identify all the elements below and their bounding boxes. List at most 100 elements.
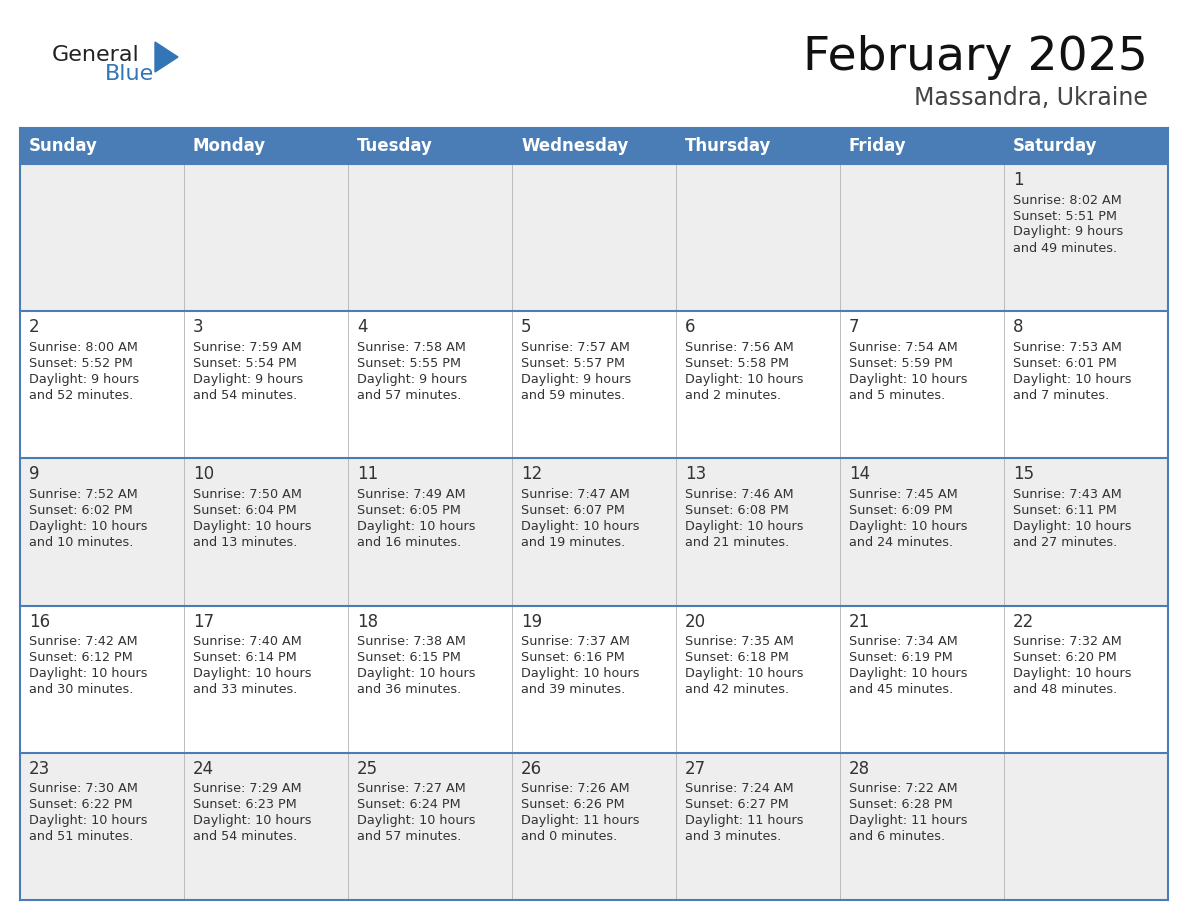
Text: Sunrise: 7:52 AM: Sunrise: 7:52 AM bbox=[29, 487, 138, 501]
Text: Sunset: 6:12 PM: Sunset: 6:12 PM bbox=[29, 651, 133, 664]
Text: Sunrise: 7:59 AM: Sunrise: 7:59 AM bbox=[192, 341, 302, 353]
Text: Friday: Friday bbox=[849, 137, 906, 155]
Text: 3: 3 bbox=[192, 319, 203, 336]
Text: Sunrise: 7:30 AM: Sunrise: 7:30 AM bbox=[29, 782, 138, 795]
Text: Sunrise: 7:58 AM: Sunrise: 7:58 AM bbox=[358, 341, 466, 353]
Text: Daylight: 10 hours: Daylight: 10 hours bbox=[685, 520, 803, 533]
Text: Daylight: 10 hours: Daylight: 10 hours bbox=[685, 667, 803, 680]
Text: 6: 6 bbox=[685, 319, 695, 336]
Text: Sunrise: 7:46 AM: Sunrise: 7:46 AM bbox=[685, 487, 794, 501]
Text: Sunrise: 7:43 AM: Sunrise: 7:43 AM bbox=[1013, 487, 1121, 501]
Bar bbox=[20, 128, 184, 164]
Text: Sunset: 6:28 PM: Sunset: 6:28 PM bbox=[849, 799, 953, 812]
Text: Sunset: 6:11 PM: Sunset: 6:11 PM bbox=[1013, 504, 1117, 517]
Text: Daylight: 10 hours: Daylight: 10 hours bbox=[522, 667, 639, 680]
Text: Sunset: 6:08 PM: Sunset: 6:08 PM bbox=[685, 504, 789, 517]
Text: Sunrise: 8:02 AM: Sunrise: 8:02 AM bbox=[1013, 194, 1121, 207]
Text: 27: 27 bbox=[685, 760, 706, 778]
Text: Daylight: 11 hours: Daylight: 11 hours bbox=[685, 814, 803, 827]
Text: Sunset: 5:58 PM: Sunset: 5:58 PM bbox=[685, 357, 789, 370]
Text: and 30 minutes.: and 30 minutes. bbox=[29, 683, 133, 696]
Bar bbox=[20, 606, 1168, 753]
Text: and 33 minutes.: and 33 minutes. bbox=[192, 683, 297, 696]
Text: Daylight: 10 hours: Daylight: 10 hours bbox=[849, 373, 967, 386]
Text: Sunset: 6:04 PM: Sunset: 6:04 PM bbox=[192, 504, 297, 517]
Text: Sunrise: 8:00 AM: Sunrise: 8:00 AM bbox=[29, 341, 138, 353]
Bar bbox=[184, 128, 348, 164]
Text: Sunset: 6:26 PM: Sunset: 6:26 PM bbox=[522, 799, 625, 812]
Text: 13: 13 bbox=[685, 465, 706, 484]
Polygon shape bbox=[154, 42, 178, 72]
Text: Sunrise: 7:40 AM: Sunrise: 7:40 AM bbox=[192, 635, 302, 648]
Text: Daylight: 10 hours: Daylight: 10 hours bbox=[685, 373, 803, 386]
Text: 18: 18 bbox=[358, 612, 378, 631]
Text: and 59 minutes.: and 59 minutes. bbox=[522, 388, 625, 402]
Text: 19: 19 bbox=[522, 612, 542, 631]
Bar bbox=[20, 753, 1168, 900]
Bar bbox=[1004, 128, 1168, 164]
Text: Sunset: 6:02 PM: Sunset: 6:02 PM bbox=[29, 504, 133, 517]
Text: Daylight: 10 hours: Daylight: 10 hours bbox=[29, 667, 147, 680]
Text: Sunset: 5:51 PM: Sunset: 5:51 PM bbox=[1013, 209, 1117, 222]
Text: Daylight: 9 hours: Daylight: 9 hours bbox=[522, 373, 631, 386]
Text: 9: 9 bbox=[29, 465, 39, 484]
Text: February 2025: February 2025 bbox=[803, 36, 1148, 81]
Text: 11: 11 bbox=[358, 465, 378, 484]
Text: Daylight: 9 hours: Daylight: 9 hours bbox=[1013, 226, 1123, 239]
Text: Massandra, Ukraine: Massandra, Ukraine bbox=[914, 86, 1148, 110]
Text: and 21 minutes.: and 21 minutes. bbox=[685, 536, 789, 549]
Text: Sunrise: 7:27 AM: Sunrise: 7:27 AM bbox=[358, 782, 466, 795]
Text: Daylight: 10 hours: Daylight: 10 hours bbox=[358, 520, 475, 533]
Text: 4: 4 bbox=[358, 319, 367, 336]
Text: and 3 minutes.: and 3 minutes. bbox=[685, 830, 782, 844]
Text: Sunset: 5:54 PM: Sunset: 5:54 PM bbox=[192, 357, 297, 370]
Text: Daylight: 10 hours: Daylight: 10 hours bbox=[849, 667, 967, 680]
Text: and 54 minutes.: and 54 minutes. bbox=[192, 388, 297, 402]
Text: Daylight: 10 hours: Daylight: 10 hours bbox=[358, 814, 475, 827]
Text: Sunset: 5:59 PM: Sunset: 5:59 PM bbox=[849, 357, 953, 370]
Text: 28: 28 bbox=[849, 760, 870, 778]
Text: Daylight: 11 hours: Daylight: 11 hours bbox=[849, 814, 967, 827]
Text: Sunset: 5:52 PM: Sunset: 5:52 PM bbox=[29, 357, 133, 370]
Text: Tuesday: Tuesday bbox=[358, 137, 432, 155]
Text: 17: 17 bbox=[192, 612, 214, 631]
Text: Sunrise: 7:53 AM: Sunrise: 7:53 AM bbox=[1013, 341, 1121, 353]
Text: 5: 5 bbox=[522, 319, 531, 336]
Text: and 10 minutes.: and 10 minutes. bbox=[29, 536, 133, 549]
Text: Sunset: 6:27 PM: Sunset: 6:27 PM bbox=[685, 799, 789, 812]
Text: Sunrise: 7:29 AM: Sunrise: 7:29 AM bbox=[192, 782, 302, 795]
Text: Sunrise: 7:42 AM: Sunrise: 7:42 AM bbox=[29, 635, 138, 648]
Text: Daylight: 10 hours: Daylight: 10 hours bbox=[192, 520, 311, 533]
Text: Daylight: 9 hours: Daylight: 9 hours bbox=[29, 373, 139, 386]
Text: Wednesday: Wednesday bbox=[522, 137, 628, 155]
Text: Sunrise: 7:38 AM: Sunrise: 7:38 AM bbox=[358, 635, 466, 648]
Text: 22: 22 bbox=[1013, 612, 1035, 631]
Text: and 51 minutes.: and 51 minutes. bbox=[29, 830, 133, 844]
Text: and 45 minutes.: and 45 minutes. bbox=[849, 683, 953, 696]
Text: Sunset: 5:57 PM: Sunset: 5:57 PM bbox=[522, 357, 625, 370]
Text: Daylight: 10 hours: Daylight: 10 hours bbox=[1013, 667, 1131, 680]
Bar bbox=[20, 164, 1168, 311]
Text: Sunrise: 7:34 AM: Sunrise: 7:34 AM bbox=[849, 635, 958, 648]
Text: Daylight: 11 hours: Daylight: 11 hours bbox=[522, 814, 639, 827]
Text: and 57 minutes.: and 57 minutes. bbox=[358, 830, 461, 844]
Text: Daylight: 9 hours: Daylight: 9 hours bbox=[192, 373, 303, 386]
Bar bbox=[20, 458, 1168, 606]
Text: Sunrise: 7:56 AM: Sunrise: 7:56 AM bbox=[685, 341, 794, 353]
Text: Daylight: 10 hours: Daylight: 10 hours bbox=[522, 520, 639, 533]
Text: Sunset: 6:24 PM: Sunset: 6:24 PM bbox=[358, 799, 461, 812]
Text: Sunrise: 7:24 AM: Sunrise: 7:24 AM bbox=[685, 782, 794, 795]
Text: Daylight: 10 hours: Daylight: 10 hours bbox=[192, 667, 311, 680]
Text: 14: 14 bbox=[849, 465, 870, 484]
Text: Sunset: 6:16 PM: Sunset: 6:16 PM bbox=[522, 651, 625, 664]
Text: and 5 minutes.: and 5 minutes. bbox=[849, 388, 946, 402]
Text: Sunset: 6:01 PM: Sunset: 6:01 PM bbox=[1013, 357, 1117, 370]
Text: Sunrise: 7:26 AM: Sunrise: 7:26 AM bbox=[522, 782, 630, 795]
Text: 2: 2 bbox=[29, 319, 39, 336]
Text: and 7 minutes.: and 7 minutes. bbox=[1013, 388, 1110, 402]
Text: Sunset: 6:07 PM: Sunset: 6:07 PM bbox=[522, 504, 625, 517]
Text: Sunset: 6:05 PM: Sunset: 6:05 PM bbox=[358, 504, 461, 517]
Text: and 19 minutes.: and 19 minutes. bbox=[522, 536, 625, 549]
Text: and 49 minutes.: and 49 minutes. bbox=[1013, 241, 1117, 254]
Text: Sunrise: 7:50 AM: Sunrise: 7:50 AM bbox=[192, 487, 302, 501]
